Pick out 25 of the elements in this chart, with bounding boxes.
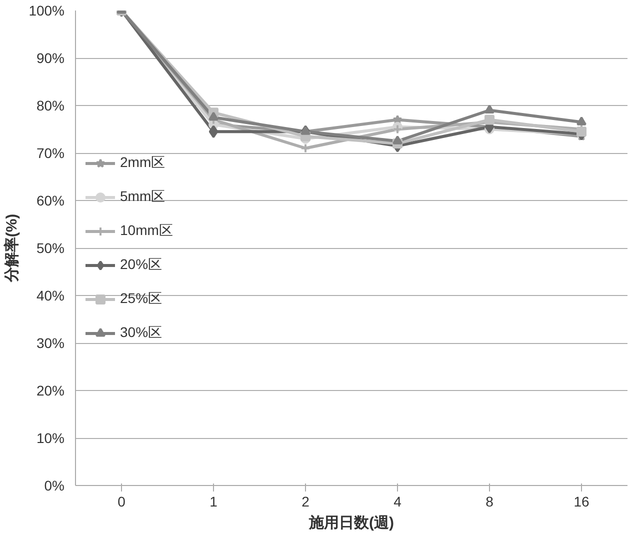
y-axis-title: 分解率(%) bbox=[2, 214, 21, 284]
y-tick-label: 30% bbox=[36, 335, 65, 351]
y-tick-label: 90% bbox=[36, 50, 65, 66]
x-tick-label: 2 bbox=[302, 494, 310, 510]
legend-label: 2mm区 bbox=[120, 154, 166, 172]
y-tick-label: 20% bbox=[36, 382, 65, 398]
legend-label: 25%区 bbox=[120, 290, 162, 308]
x-axis-title: 施用日数(週) bbox=[308, 514, 394, 532]
x-tick-label: 16 bbox=[574, 494, 590, 510]
y-tick-label: 50% bbox=[36, 240, 65, 256]
y-tick-label: 60% bbox=[36, 192, 65, 208]
y-tick-label: 0% bbox=[44, 478, 64, 494]
x-tick-label: 0 bbox=[118, 494, 126, 510]
legend-label: 30%区 bbox=[120, 324, 162, 342]
y-tick-label: 40% bbox=[36, 288, 65, 304]
y-tick-label: 10% bbox=[36, 430, 65, 446]
legend-label: 20%区 bbox=[120, 256, 162, 274]
legend-label: 10mm区 bbox=[120, 222, 173, 240]
y-tick-label: 100% bbox=[28, 2, 65, 18]
x-tick-label: 8 bbox=[486, 494, 494, 510]
y-tick-label: 80% bbox=[36, 98, 65, 114]
x-tick-label: 1 bbox=[210, 494, 218, 510]
x-tick-label: 4 bbox=[394, 494, 402, 510]
y-tick-label: 70% bbox=[36, 145, 65, 161]
legend-label: 5mm区 bbox=[120, 188, 166, 206]
